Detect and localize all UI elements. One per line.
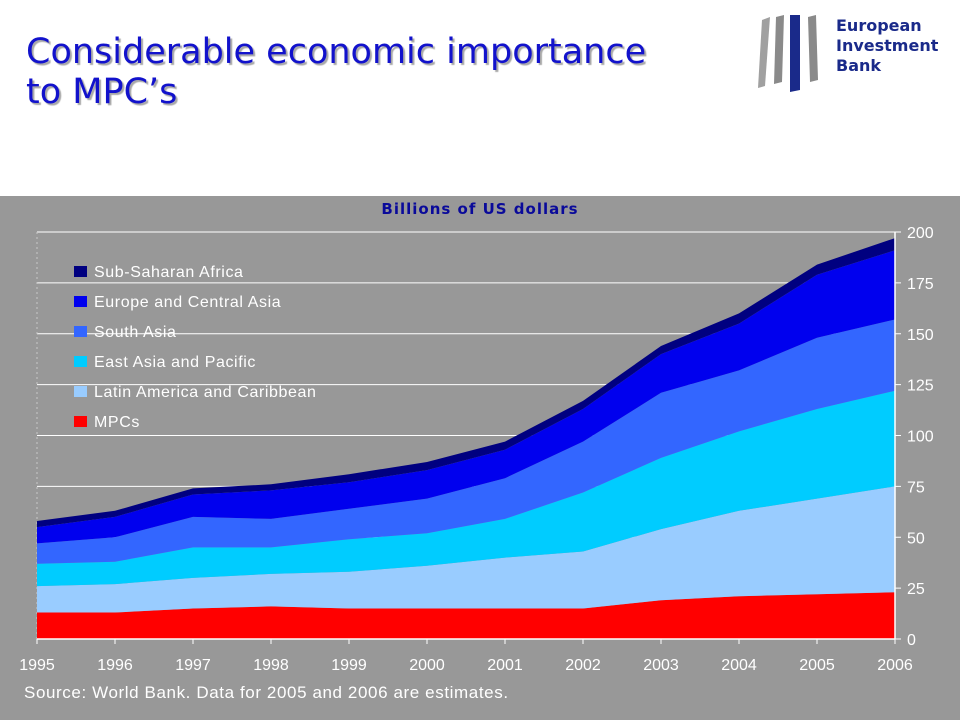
eib-logo-mark-icon (758, 15, 818, 92)
legend-label: East Asia and Pacific (94, 354, 256, 371)
y-tick-label: 75 (907, 479, 925, 496)
area-series-3 (37, 319, 895, 564)
eib-logo: European Investment Bank (756, 14, 956, 94)
stacked-area-chart: 0 25 50 75 100 125 150 175 200 1995 1996 1997 1998 19… (19, 225, 934, 674)
x-tick-label: 2004 (721, 657, 757, 674)
x-tick-label: 2006 (877, 657, 913, 674)
y-tick-label: 0 (907, 632, 916, 649)
x-tick-label: 1998 (253, 657, 289, 674)
x-tick-label: 2001 (487, 657, 523, 674)
chart-title: Billions of US dollars (381, 200, 579, 218)
legend-label: Europe and Central Asia (94, 294, 281, 311)
logo-line-1: European (836, 16, 922, 35)
legend-swatch (74, 296, 87, 307)
slide-title: Considerable economic importance to MPC’… (26, 32, 726, 112)
x-tick-label: 2002 (565, 657, 601, 674)
area-series-4 (37, 250, 895, 544)
y-tick-label: 125 (907, 378, 934, 395)
x-tick-label: 1997 (175, 657, 211, 674)
x-tick-label: 1999 (331, 657, 367, 674)
x-tick-label: 2000 (409, 657, 445, 674)
slide-title-line-2: to MPC’s (26, 72, 178, 112)
area-series-0 (37, 592, 895, 639)
legend-label: Sub-Saharan Africa (94, 264, 244, 281)
legend-swatch (74, 326, 87, 337)
y-tick-label: 100 (907, 429, 934, 446)
area-series-2 (37, 390, 895, 587)
area-series-1 (37, 486, 895, 613)
legend-swatch (74, 416, 87, 427)
y-tick-label: 200 (907, 225, 934, 242)
legend-swatch (74, 356, 87, 367)
x-tick-label: 1995 (19, 657, 55, 674)
source-note: Source: World Bank. Data for 2005 and 20… (24, 683, 509, 702)
y-tick-label: 175 (907, 276, 934, 293)
legend-label: MPCs (94, 414, 140, 431)
slide-title-line-1: Considerable economic importance (26, 32, 647, 72)
x-tick-label: 1996 (97, 657, 133, 674)
legend-swatch (74, 266, 87, 277)
logo-line-3: Bank (836, 56, 882, 75)
chart-panel: 0 25 50 75 100 125 150 175 200 1995 1996 1997 1998 19… (0, 196, 960, 720)
y-tick-label: 50 (907, 530, 925, 547)
x-tick-label: 2005 (799, 657, 835, 674)
y-tick-label: 25 (907, 581, 925, 598)
legend-swatch (74, 386, 87, 397)
logo-line-2: Investment (836, 36, 939, 55)
legend-label: Latin America and Caribbean (94, 384, 317, 401)
y-tick-label: 150 (907, 327, 934, 344)
x-tick-label: 2003 (643, 657, 679, 674)
eib-logo-text: European Investment Bank (836, 16, 938, 76)
legend-label: South Asia (94, 324, 177, 341)
